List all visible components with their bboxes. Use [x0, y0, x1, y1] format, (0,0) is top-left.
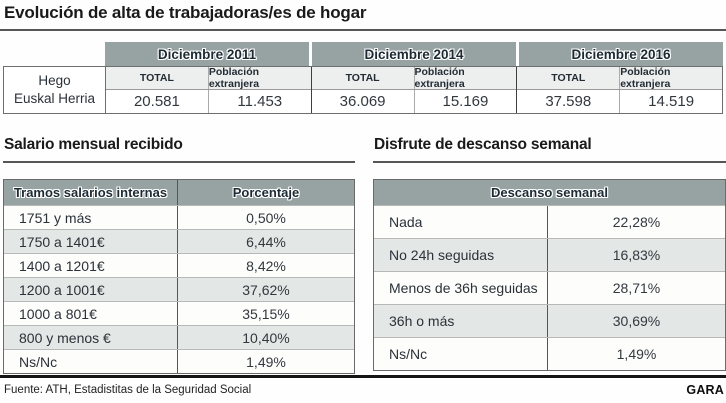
- salary-col-header-tramos: Tramos salarios internas: [4, 180, 178, 205]
- table-row: 1750 a 1401€ 6,44%: [4, 229, 354, 253]
- rest-row-value: 30,69%: [612, 313, 661, 329]
- table-row: 1200 a 1001€ 37,62%: [4, 277, 354, 301]
- footer-divider: [0, 375, 726, 378]
- salary-section-title: Salario mensual recibido: [3, 136, 355, 163]
- period-group-2011: TOTAL Población extranjera 20.581 11.453: [106, 66, 312, 113]
- salary-row-value: 1,49%: [246, 353, 286, 370]
- salary-table: Tramos salarios internas Porcentaje 1751…: [3, 179, 355, 374]
- table-row: 800 y menos € 10,40%: [4, 325, 354, 349]
- salary-row-label: 1000 a 801€: [4, 302, 178, 325]
- salary-row-label: Ns/Nc: [4, 350, 178, 373]
- evolution-table-body: Hego Euskal Herria TOTAL Población extra…: [3, 66, 723, 114]
- salary-section: Salario mensual recibido Tramos salarios…: [3, 136, 355, 374]
- evolution-period-header-row: Diciembre 2011 Diciembre 2014 Diciembre …: [3, 42, 723, 66]
- gara-logo: GARA: [686, 383, 724, 397]
- page-title: Evolución de alta de trabajadoras/es de …: [4, 3, 367, 22]
- row-label-hego-euskal-herria: Hego Euskal Herria: [4, 67, 106, 113]
- weekly-rest-col-header: Descanso semanal: [490, 185, 609, 200]
- value-foreign-2011: 11.453: [237, 93, 283, 110]
- subheader-total: TOTAL: [312, 67, 415, 89]
- table-row: 1000 a 801€ 35,15%: [4, 301, 354, 325]
- subheader-foreign-population: Población extranjera: [208, 66, 260, 90]
- subheader-total: TOTAL: [517, 67, 621, 89]
- period-group-2016: TOTAL Población extranjera 37.598 14.519: [517, 66, 723, 113]
- rest-row-value: 1,49%: [616, 346, 657, 362]
- value-foreign-2014: 15.169: [442, 93, 489, 110]
- rest-row-label: 36h o más: [374, 305, 548, 337]
- salary-row-value: 35,15%: [242, 305, 290, 322]
- salary-row-label: 1200 a 1001€: [4, 278, 178, 301]
- value-total-2011: 20.581: [106, 90, 209, 113]
- period-group-2014: TOTAL Población extranjera 36.069 15.169: [311, 66, 518, 113]
- title-divider: [0, 29, 726, 31]
- subheader-row: TOTAL Población extranjera: [517, 66, 723, 90]
- rest-row-label: Menos de 36h seguidas: [374, 272, 548, 304]
- table-row: No 24h seguidas 16,83%: [374, 238, 725, 271]
- row-label-line2: Euskal Herria: [13, 91, 96, 106]
- period-header-dec-2011: Diciembre 2011: [105, 42, 309, 66]
- subheader-foreign-population: Población extranjera: [620, 66, 671, 90]
- salary-col-header-porcentaje: Porcentaje: [232, 185, 300, 200]
- values-row: 37.598 14.519: [517, 90, 722, 113]
- period-header-dec-2016: Diciembre 2016: [519, 42, 723, 66]
- rest-row-value: 16,83%: [612, 247, 661, 263]
- period-header-dec-2014: Diciembre 2014: [312, 42, 516, 66]
- subheader-total: TOTAL: [106, 67, 209, 89]
- value-foreign-2016: 14.519: [648, 93, 695, 110]
- subheader-row: TOTAL Población extranjera: [106, 66, 311, 90]
- table-row: 36h o más 30,69%: [374, 304, 725, 337]
- rest-row-label: Ns/Nc: [374, 338, 548, 370]
- salary-row-value: 0,50%: [246, 209, 286, 226]
- evolution-table: Diciembre 2011 Diciembre 2014 Diciembre …: [3, 42, 723, 114]
- source-credit: Fuente: ATH, Estadistitas de la Segurida…: [4, 384, 252, 396]
- rest-row-label: No 24h seguidas: [374, 239, 548, 271]
- weekly-rest-table-header: Descanso semanal: [374, 180, 725, 205]
- table-row: Ns/Nc 1,49%: [4, 349, 354, 373]
- salary-row-label: 1400 a 1201€: [4, 254, 178, 277]
- salary-row-value: 10,40%: [242, 329, 290, 346]
- values-row: 36.069 15.169: [312, 90, 517, 113]
- table-row: Menos de 36h seguidas 28,71%: [374, 271, 725, 304]
- table-row: Nada 22,28%: [374, 205, 725, 238]
- salary-row-value: 6,44%: [246, 233, 286, 250]
- subheader-row: TOTAL Población extranjera: [311, 66, 517, 90]
- salary-row-value: 8,42%: [246, 257, 286, 274]
- value-total-2016: 37.598: [517, 90, 621, 113]
- rest-row-value: 28,71%: [612, 280, 661, 296]
- salary-row-label: 1751 y más: [4, 206, 178, 229]
- row-label-line1: Hego: [38, 73, 71, 89]
- rest-row-label: Nada: [374, 206, 548, 238]
- table-row: Ns/Nc 1,49%: [374, 337, 725, 370]
- table-row: 1400 a 1201€ 8,42%: [4, 253, 354, 277]
- salary-row-value: 37,62%: [242, 281, 290, 298]
- weekly-rest-section: Disfrute de descanso semanal Descanso se…: [373, 136, 726, 371]
- subheader-foreign-population: Población extranjera: [414, 66, 465, 90]
- table-row: 1751 y más 0,50%: [4, 205, 354, 229]
- salary-row-label: 1750 a 1401€: [4, 230, 178, 253]
- weekly-rest-section-title: Disfrute de descanso semanal: [373, 136, 726, 163]
- value-total-2014: 36.069: [312, 90, 415, 113]
- values-row: 20.581 11.453: [106, 90, 311, 113]
- rest-row-value: 22,28%: [612, 214, 661, 230]
- salary-row-label: 800 y menos €: [4, 326, 178, 349]
- weekly-rest-table: Descanso semanal Nada 22,28% No 24h segu…: [373, 179, 726, 371]
- salary-table-header: Tramos salarios internas Porcentaje: [4, 180, 354, 205]
